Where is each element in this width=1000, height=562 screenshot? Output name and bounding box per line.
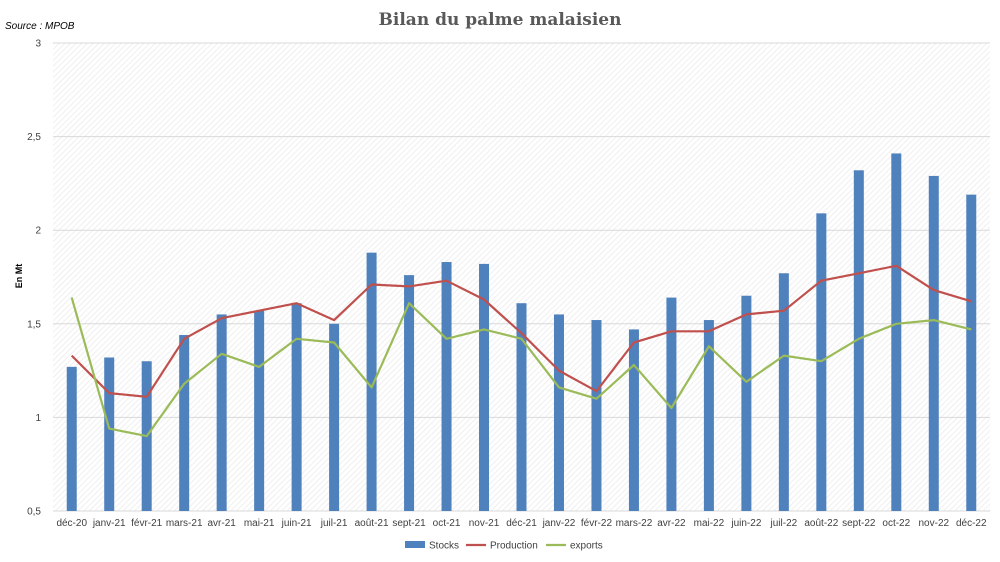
stocks-bar [216, 314, 227, 511]
series-lines [70, 264, 972, 438]
series-line-production [70, 264, 972, 398]
stocks-bar [329, 323, 340, 511]
stocks-bar [778, 273, 789, 511]
stocks-bar [179, 335, 190, 511]
x-tick-label: déc-20 [56, 518, 87, 529]
x-axis-ticks: déc-20 janv-21 févr-21 mars-21 avr-21 mai-21 j… [56, 518, 987, 529]
legend-swatch-stocks [405, 541, 425, 548]
y-tick-label: 2 [35, 226, 41, 237]
y-tick-label: 2,5 [27, 132, 41, 143]
x-tick-label: janv-21 [92, 518, 126, 529]
stocks-bar [441, 262, 452, 511]
y-tick-label: 1,5 [27, 319, 41, 330]
legend: Stocks Production exports [405, 541, 603, 552]
stocks-bar [254, 310, 265, 511]
stocks-bar [966, 194, 977, 511]
stocks-bar [666, 297, 677, 511]
x-tick-label: juin-22 [730, 518, 761, 529]
x-tick-label: déc-21 [506, 518, 537, 529]
y-tick-label: 1 [35, 413, 41, 424]
x-tick-label: août-22 [804, 518, 838, 529]
stocks-bar [291, 303, 302, 511]
legend-label: Production [490, 541, 538, 552]
stocks-bar [891, 153, 902, 511]
stocks-bar [366, 252, 377, 511]
chart-title: Bilan du palme malaisien [379, 10, 622, 30]
x-tick-label: janv-22 [542, 518, 576, 529]
x-tick-label: sept-22 [842, 518, 876, 529]
x-tick-label: févr-22 [581, 518, 613, 529]
y-axis-label: En Mt [14, 264, 24, 289]
x-tick-label: mai-21 [244, 518, 275, 529]
x-tick-label: févr-21 [131, 518, 163, 529]
x-tick-label: juil-22 [770, 518, 798, 529]
stocks-bar [516, 303, 527, 511]
stocks-bar [628, 329, 639, 511]
x-tick-label: août-21 [355, 518, 389, 529]
x-tick-label: oct-22 [882, 518, 910, 529]
stocks-bar [553, 314, 564, 511]
stocks-bar [591, 320, 602, 511]
legend-label: Stocks [429, 541, 459, 552]
x-tick-label: mai-22 [694, 518, 725, 529]
x-tick-label: nov-21 [469, 518, 500, 529]
stocks-bar [741, 295, 752, 511]
x-tick-label: déc-22 [956, 518, 987, 529]
x-tick-label: nov-22 [918, 518, 949, 529]
y-tick-label: 3 [35, 39, 41, 50]
x-tick-label: juil-21 [320, 518, 348, 529]
x-tick-label: mars-21 [166, 518, 203, 529]
y-tick-label: 0,5 [27, 507, 41, 518]
source-note: Source : MPOB [5, 21, 75, 32]
y-axis-ticks: 0,5 1 1,5 2 2,5 3 [27, 39, 41, 518]
x-tick-label: juin-21 [281, 518, 312, 529]
stocks-bar [703, 320, 714, 511]
x-tick-label: avr-22 [657, 518, 686, 529]
stocks-bar [104, 357, 115, 511]
x-tick-label: oct-21 [433, 518, 461, 529]
stocks-bar [404, 275, 415, 511]
x-tick-label: sept-21 [392, 518, 426, 529]
stocks-bar [928, 175, 939, 512]
series-line-exports [70, 297, 972, 438]
x-tick-label: mars-22 [616, 518, 653, 529]
stocks-bar [853, 170, 864, 511]
stocks-bar [479, 263, 490, 511]
legend-label: exports [570, 541, 603, 552]
stocks-bar [66, 366, 77, 511]
x-tick-label: avr-21 [207, 518, 236, 529]
